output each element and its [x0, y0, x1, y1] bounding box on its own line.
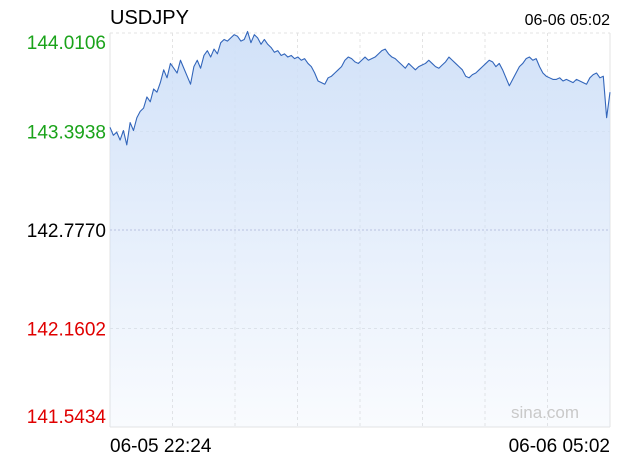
chart-title: USDJPY — [110, 7, 189, 29]
y-axis-labels: 144.0106 143.3938 142.7770 142.1602 141.5434 — [27, 33, 107, 428]
x-axis-labels: 06-05 22:24 06-06 05:02 — [110, 436, 610, 457]
area-layer — [109, 30, 611, 427]
y-tick-label: 141.5434 — [27, 407, 107, 428]
price-area — [110, 31, 610, 427]
y-tick-label: 142.1602 — [27, 320, 106, 341]
y-tick-label: 144.0106 — [27, 33, 106, 54]
x-tick-label: 06-06 05:02 — [509, 436, 610, 457]
watermark: sina.com — [511, 403, 579, 422]
x-tick-label: 06-05 22:24 — [110, 436, 212, 457]
y-tick-label: 143.3938 — [27, 123, 106, 144]
price-line — [109, 30, 611, 146]
y-tick-label: 142.7770 — [27, 221, 106, 242]
chart-timestamp: 06-06 05:02 — [525, 12, 611, 29]
